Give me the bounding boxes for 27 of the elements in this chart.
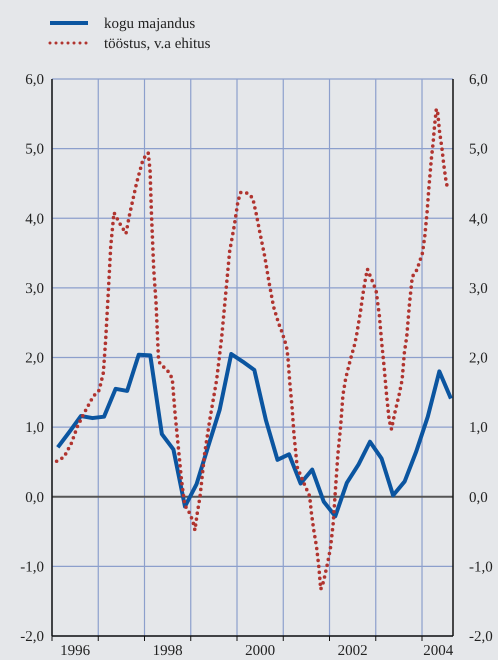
y-tick-label: 2,0: [25, 350, 44, 366]
y-tick-label: 6,0: [25, 72, 44, 88]
x-tick-label: 2002: [338, 643, 368, 659]
y2-tick-label: 6,0: [469, 72, 488, 88]
y-tick-label: 0,0: [25, 490, 44, 506]
y-tick-label: -1,0: [20, 559, 44, 576]
line-series: [54, 107, 450, 592]
y2-tick-label: 5,0: [469, 142, 488, 158]
legend-label: tööstus, v.a ehitus: [104, 36, 211, 52]
y-tick-label: 4,0: [25, 211, 44, 228]
x-tick-label: 2004: [423, 643, 454, 659]
line-series: [56, 352, 453, 518]
y2-tick-label: 4,0: [469, 211, 488, 228]
y2-tick-label: 1,0: [469, 420, 488, 436]
x-tick-label: 1998: [152, 643, 183, 659]
y2-tick-label: -2,0: [469, 629, 493, 645]
x-tick-label: 2000: [245, 643, 276, 659]
legend-label: kogu majandus: [104, 16, 196, 32]
y-tick-label: 3,0: [25, 280, 44, 297]
y2-tick-label: 0,0: [469, 490, 488, 506]
y2-tick-label: 2,0: [469, 350, 488, 366]
y-tick-label: 1,0: [25, 420, 44, 436]
y2-tick-label: -1,0: [469, 559, 493, 576]
y2-tick-label: 3,0: [469, 280, 488, 297]
y-tick-label: -2,0: [20, 629, 44, 645]
x-tick-label: 1996: [60, 643, 91, 659]
y-tick-label: 5,0: [25, 142, 44, 158]
